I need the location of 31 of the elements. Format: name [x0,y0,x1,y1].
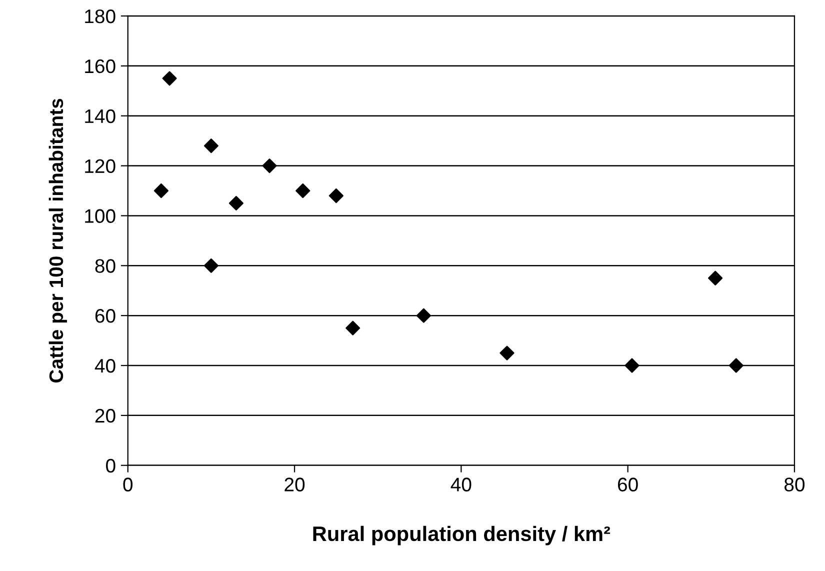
y-axis-title: Cattle per 100 rural inhabitants [48,98,67,382]
y-tick-label: 20 [95,408,116,423]
y-tick-label: 100 [85,209,116,223]
point [262,158,277,174]
point [708,270,723,286]
x-axis-title: Rural population density / km² [313,526,610,546]
x-tick-label: 40 [450,478,472,492]
y-tick-label: 160 [85,59,116,74]
y-tick-label: 0 [106,458,116,473]
point [624,358,640,373]
point [296,183,310,198]
point [346,320,360,336]
y-tick-label: 80 [95,259,116,273]
point [328,188,344,204]
point [500,346,514,360]
point [204,258,218,273]
point [154,183,168,198]
x-tick-label: 60 [618,478,638,492]
x-tick-label: 0 [123,478,133,492]
y-tick-label: 180 [85,9,116,24]
point [204,138,218,154]
x-tick-label: 80 [784,478,805,492]
y-tick-label: 60 [95,309,116,323]
y-tick-label: 120 [85,159,116,174]
y-tick-label: 140 [85,109,116,124]
point [728,358,744,373]
y-tick-label: 40 [94,358,116,373]
point [416,308,431,323]
point [228,196,244,211]
point [162,71,177,86]
x-tick-label: 20 [284,478,305,492]
